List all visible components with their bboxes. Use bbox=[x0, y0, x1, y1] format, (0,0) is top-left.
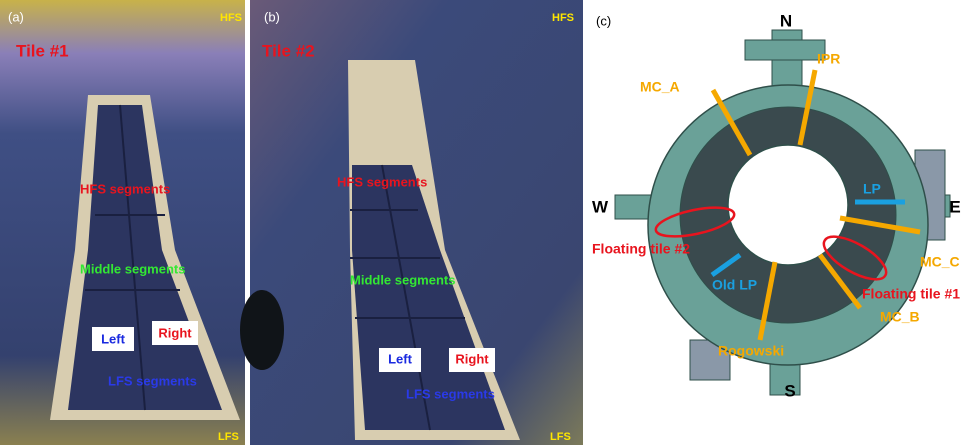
label: IPR bbox=[817, 51, 840, 67]
tile-title: Tile #2 bbox=[262, 41, 315, 60]
figure: (a) HFS Tile #1 HFS segments Middle segm… bbox=[0, 0, 975, 445]
panel-label: (c) bbox=[596, 13, 611, 28]
segment-label: LFS segments bbox=[108, 373, 197, 388]
center-hole bbox=[728, 145, 848, 265]
label: MC_A bbox=[640, 79, 680, 95]
direction: E bbox=[949, 197, 960, 216]
label: LP bbox=[863, 181, 881, 197]
segment-label: LFS segments bbox=[406, 386, 495, 401]
right-label: Right bbox=[455, 351, 489, 366]
label: Floating tile #1 bbox=[862, 286, 960, 302]
segment-label: HFS segments bbox=[337, 174, 427, 189]
segment-label: Middle segments bbox=[80, 261, 185, 276]
lfs-label: LFS bbox=[218, 431, 239, 443]
panel-a: (a) HFS Tile #1 HFS segments Middle segm… bbox=[0, 0, 245, 445]
right-label: Right bbox=[158, 325, 192, 340]
lfs-label: LFS bbox=[550, 431, 571, 443]
label: Rogowski bbox=[718, 343, 784, 359]
panel-label: (b) bbox=[264, 9, 280, 24]
label: MC_B bbox=[880, 309, 920, 325]
segment-label: Middle segments bbox=[350, 272, 455, 287]
direction: W bbox=[592, 197, 609, 216]
label: Old LP bbox=[712, 277, 757, 293]
tile-title: Tile #1 bbox=[16, 41, 69, 60]
hfs-label: HFS bbox=[220, 12, 242, 24]
hfs-label: HFS bbox=[552, 12, 574, 24]
segment-label: HFS segments bbox=[80, 181, 170, 196]
direction: N bbox=[780, 11, 792, 30]
left-label: Left bbox=[101, 331, 126, 346]
label: MC_C bbox=[920, 254, 960, 270]
left-label: Left bbox=[388, 351, 413, 366]
panel-label: (a) bbox=[8, 9, 24, 24]
panel-b: (b) HFS Tile #2 HFS segments Middle segm… bbox=[240, 0, 583, 445]
label: Floating tile #2 bbox=[592, 241, 690, 257]
panel-c: (c) N S E W IPR MC_A LP MC_C Floating ti… bbox=[592, 11, 961, 400]
direction: S bbox=[784, 381, 795, 400]
